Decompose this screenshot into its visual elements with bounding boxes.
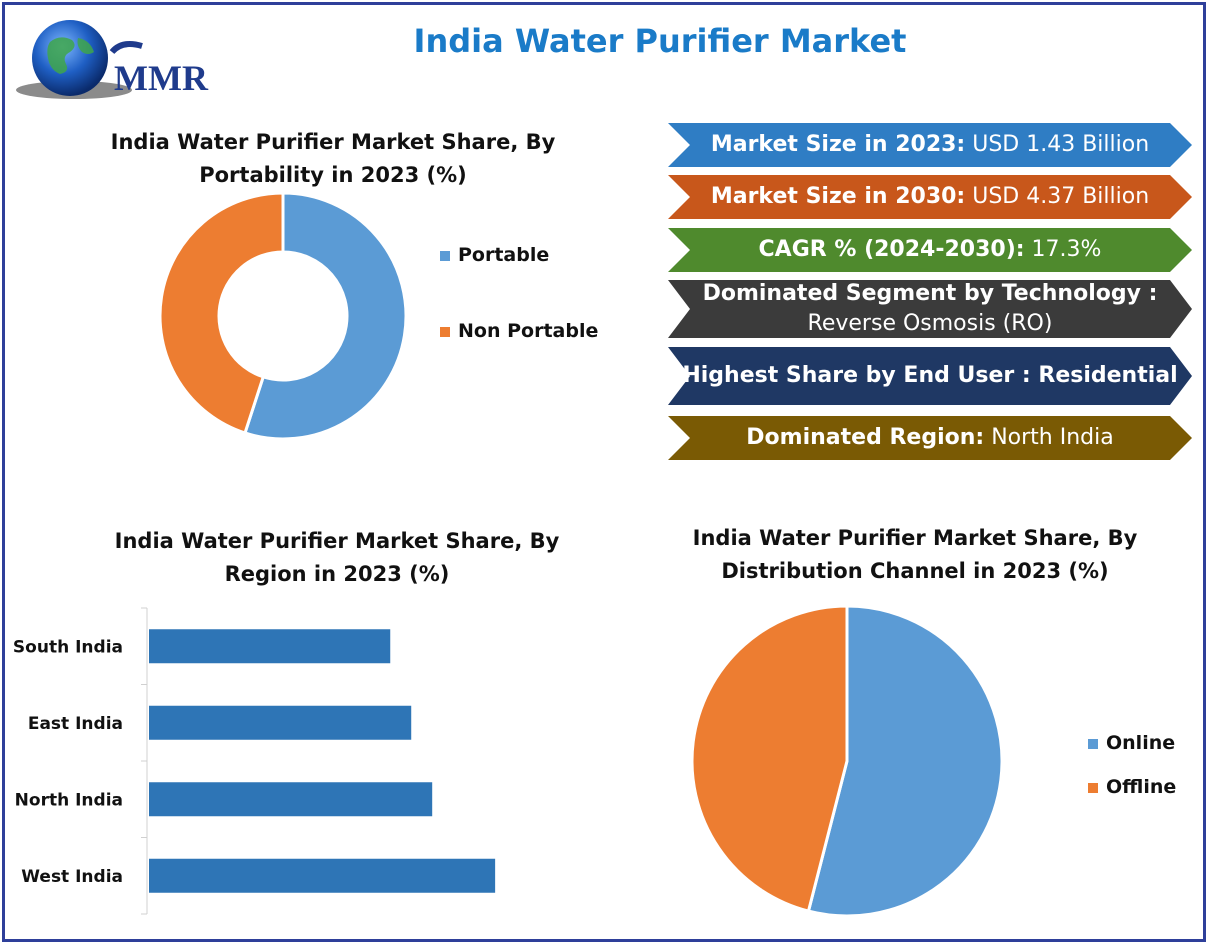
banner-3: CAGR % (2024-2030): 17.3% — [668, 228, 1192, 272]
bar-title-line1: India Water Purifier Market Share, By — [114, 529, 560, 553]
banner-4: Dominated Segment by Technology : Reverse… — [668, 280, 1192, 338]
bar-group: South India East India North India West Ind… — [13, 607, 496, 915]
pie-title-line2: Distribution Channel in 2023 (%) — [721, 559, 1109, 583]
logo-arc — [109, 41, 143, 55]
banner-value-text: 17.3% — [1024, 237, 1102, 262]
bar-label-south-india: South India — [13, 637, 123, 657]
donut-chart: Portable Non Portable — [158, 191, 598, 441]
globe-land-2 — [77, 38, 94, 54]
banner-arrow-fill — [668, 123, 1192, 167]
pie-legend-swatch-online — [1088, 739, 1098, 749]
bar-east-india — [149, 705, 412, 740]
donut-legend-label-portable: Portable — [458, 244, 549, 266]
banner-value-text: Reverse Osmosis (RO) — [807, 311, 1053, 336]
donut-legend: Portable Non Portable — [440, 244, 598, 342]
donut-legend-swatch-non-portable — [440, 327, 450, 337]
pie-legend: Online Offline — [1088, 732, 1176, 798]
bar-label-west-india: West India — [21, 867, 123, 887]
bar-chart: South India East India North India West Ind… — [13, 607, 496, 915]
bar-label-north-india: North India — [15, 790, 123, 810]
pie-legend-swatch-offline — [1088, 783, 1098, 793]
banner-text: Highest Share by End User : Residential — [682, 347, 1177, 405]
banner-bold-text: Dominated Region: — [746, 425, 985, 450]
banner-arrow-fill — [668, 347, 1192, 405]
banner-arrow-shape — [668, 416, 1192, 460]
banner-value-text: USD 1.43 Billion — [965, 132, 1150, 157]
banner-text: Market Size in 2030: USD 4.37 Billion — [698, 175, 1162, 219]
bar-south-india — [149, 629, 391, 664]
donut-slices — [158, 191, 408, 441]
banner-arrow-fill — [668, 228, 1192, 272]
donut-legend-label-non-portable: Non Portable — [458, 320, 598, 342]
banner-bold-text: Highest Share by End User : Residential — [682, 363, 1178, 388]
donut-title-line1: India Water Purifier Market Share, By — [110, 130, 556, 154]
bar-label-east-india: East India — [28, 714, 123, 734]
pie-chart-title: India Water Purifier Market Share, By Di… — [670, 522, 1160, 588]
banner-text: Dominated Region: North India — [698, 416, 1162, 460]
banner-text: Market Size in 2023: USD 1.43 Billion — [698, 123, 1162, 167]
banner-arrow-fill — [668, 416, 1192, 460]
banner-arrow-fill — [668, 280, 1192, 338]
donut-chart-title: India Water Purifier Market Share, By Po… — [88, 126, 578, 192]
banner-text: Dominated Segment by Technology : Reverse… — [698, 280, 1162, 338]
pie-slice-online — [806, 604, 1004, 918]
bar-chart-title: India Water Purifier Market Share, By Re… — [92, 525, 582, 591]
donut-legend-swatch-portable — [440, 251, 450, 261]
donut-title-line2: Portability in 2023 (%) — [199, 163, 467, 187]
pie-chart: Online Offline — [690, 604, 1176, 918]
banner-2: Market Size in 2030: USD 4.37 Billion — [668, 175, 1192, 219]
globe-land — [47, 37, 75, 74]
pie-title-line1: India Water Purifier Market Share, By — [692, 526, 1138, 550]
banner-1: Market Size in 2023: USD 1.43 Billion — [668, 123, 1192, 167]
banner-bold-text: Dominated Segment by Technology : — [702, 281, 1158, 306]
bar-north-india — [149, 782, 433, 817]
banner-bold-text: Market Size in 2030: — [710, 184, 966, 209]
page-title: India Water Purifier Market — [413, 22, 907, 60]
banner-5: Highest Share by End User : Residential — [668, 347, 1192, 405]
banner-bold-text: CAGR % (2024-2030): — [758, 237, 1025, 262]
banner-bold-text: Market Size in 2023: — [710, 132, 966, 157]
bar-west-india — [149, 858, 496, 893]
bar-title-line2: Region in 2023 (%) — [224, 562, 450, 586]
donut-slice-non-portable — [158, 191, 285, 435]
banner-arrow-shape — [668, 123, 1192, 167]
banner-arrow-shape — [668, 347, 1192, 405]
logo-text: MMR — [114, 58, 209, 98]
donut-slice-portable — [243, 191, 408, 441]
banner-arrow-shape — [668, 280, 1192, 338]
banner-value-text: North India — [984, 425, 1114, 450]
banner-arrow-shape — [668, 228, 1192, 272]
banner-arrow-fill — [668, 175, 1192, 219]
mmr-logo: MMR — [16, 20, 209, 99]
pie-slice-offline — [690, 604, 849, 913]
banner-value-text: USD 4.37 Billion — [965, 184, 1150, 209]
banner-arrow-shape — [668, 175, 1192, 219]
pie-slices — [690, 604, 1004, 918]
pie-legend-label-online: Online — [1106, 732, 1175, 754]
banner-text: CAGR % (2024-2030): 17.3% — [698, 228, 1162, 272]
globe-icon — [32, 20, 108, 96]
pie-legend-label-offline: Offline — [1106, 776, 1176, 798]
banner-6: Dominated Region: North India — [668, 416, 1192, 460]
